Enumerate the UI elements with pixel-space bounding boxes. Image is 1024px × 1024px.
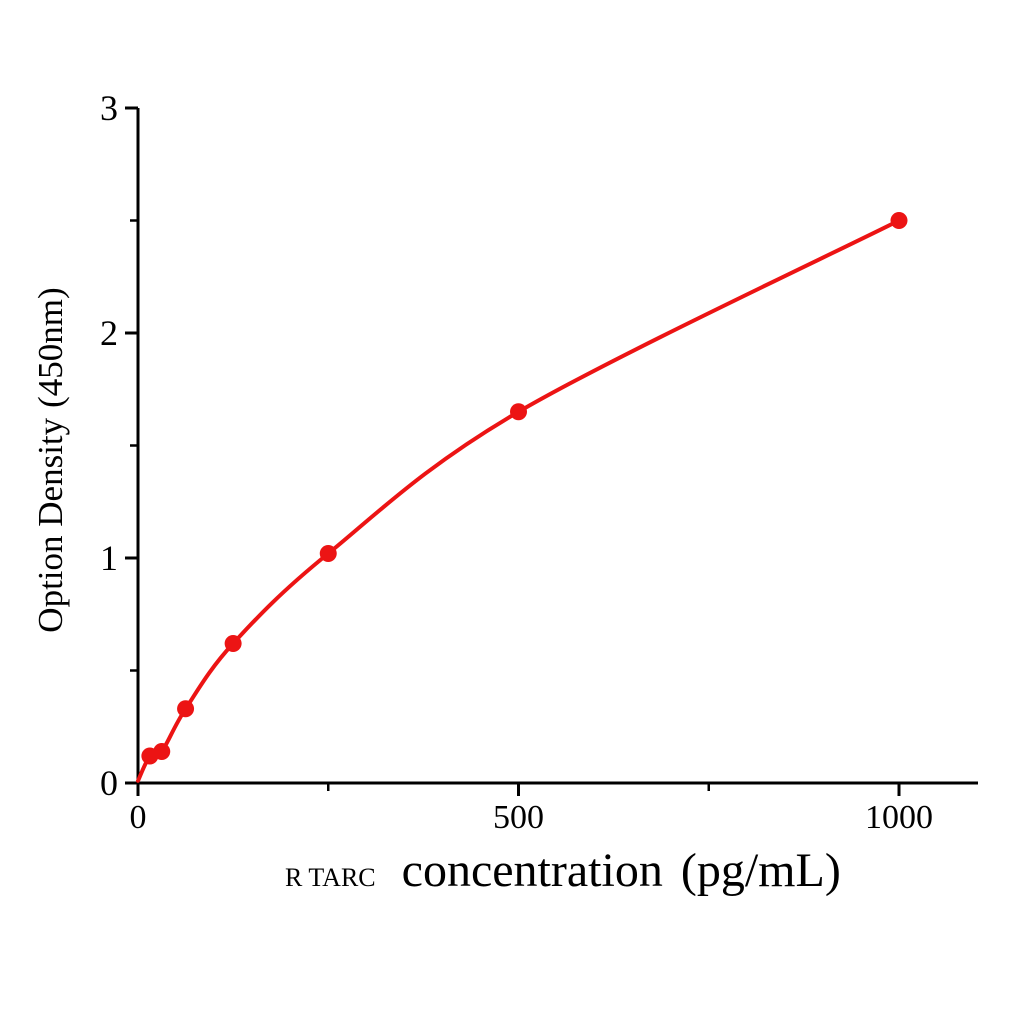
data-point-marker <box>153 743 171 760</box>
standard-curve-line <box>136 218 901 783</box>
y-axis-title: Option Density (450nm) <box>31 287 70 632</box>
data-point-marker <box>510 403 527 421</box>
y-tick-label: 2 <box>100 313 118 353</box>
tick-labels: 0 500 1000 0 1 2 3 <box>100 88 933 836</box>
y-title-unit: (450nm) <box>31 287 70 408</box>
axes <box>136 108 978 785</box>
axis-ticks <box>125 106 901 796</box>
x-tick-label: 1000 <box>865 799 933 836</box>
x-title-unit: (pg/mL) <box>681 844 841 897</box>
x-tick-label: 500 <box>493 799 544 836</box>
y-tick-label: 1 <box>100 538 118 578</box>
data-point-marker <box>890 212 908 229</box>
data-points <box>141 212 908 765</box>
y-tick-label: 0 <box>100 763 118 803</box>
y-title-main: Option Density <box>31 417 70 632</box>
x-tick-label: 0 <box>130 799 147 836</box>
x-title-main: concentration <box>402 844 663 897</box>
fitted-curve <box>136 218 901 783</box>
y-tick-label: 3 <box>100 88 118 128</box>
data-point-marker <box>224 635 242 652</box>
data-point-marker <box>319 545 337 562</box>
x-axis-title: R TARC concentration (pg/mL) <box>285 844 841 897</box>
x-title-prefix: R TARC <box>285 863 376 892</box>
data-point-marker <box>177 700 195 718</box>
